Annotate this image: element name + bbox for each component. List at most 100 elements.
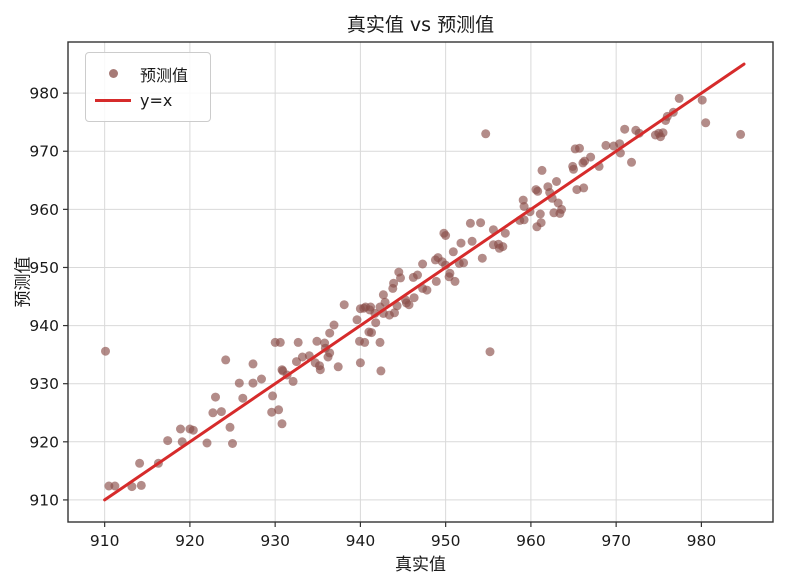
legend: 预测值 y=x: [85, 52, 211, 122]
scatter-point: [627, 157, 636, 167]
legend-item-predictions: 预测值: [94, 60, 200, 87]
axes-frame: [67, 41, 774, 523]
x-tick-label: 980: [687, 532, 717, 550]
scatter-point: [701, 118, 711, 128]
scatter-point: [376, 366, 386, 376]
scatter-point: [278, 366, 288, 376]
scatter-point: [268, 391, 278, 401]
scatter-point: [352, 315, 362, 325]
y-tick-label: 930: [29, 375, 59, 393]
scatter-point: [228, 439, 237, 448]
scatter-point: [413, 270, 422, 280]
scatter-point: [485, 347, 495, 357]
scatter-point: [288, 376, 298, 386]
x-tick-label: 960: [516, 532, 546, 550]
scatter-point: [500, 228, 510, 238]
scatter-point: [431, 276, 441, 286]
x-tick-label: 940: [346, 532, 376, 550]
scatter-point: [274, 405, 284, 415]
y-tick-label: 970: [29, 143, 59, 161]
scatter-point: [211, 392, 220, 402]
scatter-point: [339, 300, 349, 310]
scatter-point: [656, 132, 665, 142]
scatter-point: [572, 185, 582, 195]
scatter-point: [579, 183, 589, 193]
y-tick-label: 960: [29, 201, 59, 219]
scatter-point: [448, 247, 458, 257]
scatter-point: [430, 255, 440, 265]
scatter-point: [135, 458, 145, 468]
scatter-point: [459, 258, 469, 268]
scatter-point: [315, 365, 325, 375]
scatter-point: [536, 218, 546, 228]
scatter-point: [202, 438, 212, 448]
legend-item-identity: y=x: [94, 87, 200, 114]
identity-line: [103, 62, 746, 502]
scatter-point: [360, 337, 370, 347]
identity-line-icon: [95, 99, 131, 102]
scatter-point: [176, 424, 185, 434]
scatter-point: [409, 293, 419, 303]
chart-title: 真实值 vs 预测值: [346, 14, 495, 36]
scatter-point: [465, 218, 475, 228]
scatter-point: [476, 218, 486, 228]
scatter-point: [519, 215, 529, 225]
scatter-point: [248, 378, 258, 388]
scatter-point: [208, 408, 218, 418]
scatter-point: [325, 328, 335, 338]
scatter-point: [225, 422, 235, 432]
scatter-point: [248, 359, 258, 369]
scatter-point: [378, 290, 388, 300]
x-tick-label: 930: [260, 532, 290, 550]
legend-line-handle: [94, 99, 132, 102]
scatter-point: [312, 336, 322, 346]
scatter-point: [375, 337, 385, 347]
scatter-point: [396, 273, 405, 283]
scatter-point: [552, 177, 561, 186]
y-tick-label: 950: [29, 259, 59, 277]
scatter-point: [390, 308, 399, 318]
scatter-point: [418, 259, 428, 269]
scatter-point: [293, 337, 303, 347]
x-axis-label: 真实值: [395, 555, 446, 575]
scatter-point: [498, 242, 508, 252]
scatter-point: [537, 165, 547, 175]
x-tick-label: 920: [175, 532, 205, 550]
scatter-point: [101, 346, 110, 356]
scatter-point: [569, 164, 578, 174]
scatter-point: [674, 93, 684, 103]
scatter-point: [439, 228, 449, 238]
scatter-point: [533, 186, 543, 196]
scatter-point: [257, 374, 266, 384]
scatter-point: [188, 425, 198, 435]
scatter-marker-icon: [108, 69, 118, 78]
scatter-point: [136, 480, 146, 490]
scatter-point: [367, 328, 376, 338]
x-tick-label: 950: [431, 532, 461, 550]
scatter-point: [297, 352, 307, 362]
scatter-point: [329, 320, 339, 330]
scatter-point: [216, 407, 226, 417]
scatter-point: [586, 152, 596, 162]
scatter-point: [575, 143, 584, 153]
y-axis-label: 预测值: [13, 256, 34, 308]
legend-label-predictions: 预测值: [140, 65, 189, 85]
scatter-point: [163, 436, 173, 446]
scatter-point: [238, 393, 248, 403]
legend-marker-handle: [94, 69, 132, 78]
x-tick-label: 910: [90, 532, 120, 550]
scatter-point: [333, 362, 343, 372]
scatter-point: [477, 253, 487, 263]
scatter-point: [481, 129, 491, 139]
scatter-point: [371, 318, 381, 328]
legend-label-identity: y=x: [140, 91, 173, 110]
y-tick-label: 940: [29, 317, 59, 335]
y-tick-label: 910: [29, 491, 59, 509]
scatter-point: [355, 358, 365, 368]
scatter-point: [456, 238, 466, 248]
scatter-point: [557, 204, 567, 214]
scatter-point: [601, 140, 611, 150]
scatter-point: [422, 285, 432, 295]
